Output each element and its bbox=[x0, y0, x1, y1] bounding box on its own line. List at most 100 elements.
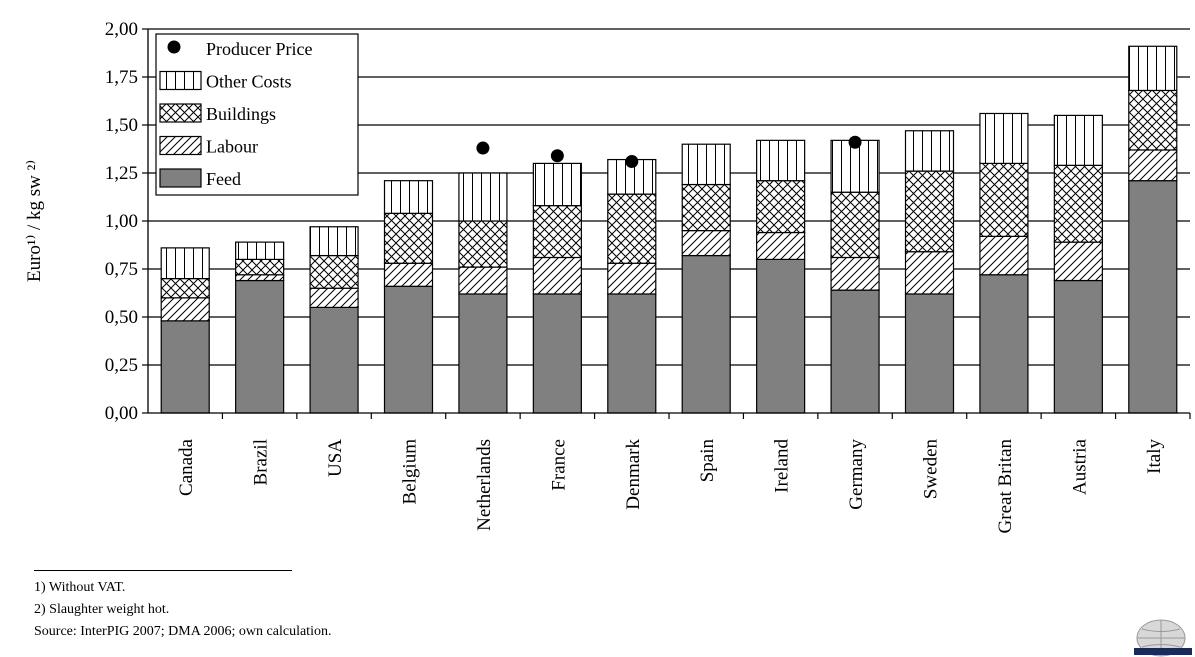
bar-segment-feed bbox=[235, 279, 285, 414]
legend-label-other-costs: Other Costs bbox=[206, 72, 292, 92]
y-tick-label: 1,25 bbox=[105, 163, 138, 184]
legend-label-buildings: Buildings bbox=[206, 104, 276, 124]
bar-segment-buildings bbox=[235, 258, 285, 276]
footnotes: 1) Without VAT. 2) Slaughter weight hot.… bbox=[34, 570, 634, 643]
bar-segment-labour bbox=[979, 235, 1029, 276]
bar-segment-buildings bbox=[458, 220, 508, 268]
producer-price-point bbox=[625, 154, 639, 168]
producer-price-point bbox=[848, 135, 862, 149]
bar-segment-other-costs bbox=[160, 247, 210, 280]
bar-segment-buildings bbox=[383, 212, 434, 264]
y-axis-title: Euro¹⁾ / kg sw ²⁾ bbox=[24, 160, 45, 282]
bar-segment-other-costs bbox=[979, 112, 1029, 165]
x-tick-label: Austria bbox=[1069, 438, 1090, 495]
y-tick-label: 1,75 bbox=[105, 67, 138, 88]
bar-segment-feed bbox=[904, 293, 955, 414]
stacked-bar-chart: 0,00 0,25 0,50 0,75 1,00 1,25 1,50 1,75 2,00 Cana… bbox=[24, 19, 1191, 534]
bar-segment-labour bbox=[235, 274, 285, 282]
bar-segment-buildings bbox=[904, 170, 955, 253]
x-tick-label: Canada bbox=[176, 438, 197, 496]
bar-segment-buildings bbox=[756, 180, 806, 234]
bar-segment-feed bbox=[830, 289, 880, 414]
x-tick-label: Great Britan bbox=[995, 439, 1016, 534]
legend-label-feed: Feed bbox=[206, 169, 241, 189]
bar-segment-feed bbox=[681, 254, 731, 414]
x-tick-label: Brazil bbox=[251, 439, 272, 485]
publisher-logo-icon bbox=[1128, 612, 1194, 657]
y-tick-label: 0,25 bbox=[105, 355, 138, 376]
bar-segment-other-costs bbox=[830, 139, 880, 193]
legend-label-producer-price: Producer Price bbox=[206, 39, 312, 59]
bar-segment-other-costs bbox=[235, 241, 285, 260]
bar-segment-feed bbox=[756, 258, 806, 414]
x-tick-label: Spain bbox=[697, 439, 718, 483]
bar-segment-buildings bbox=[309, 254, 359, 289]
footnote-divider bbox=[34, 570, 292, 571]
bar-segment-other-costs bbox=[383, 180, 434, 214]
legend-swatch-labour bbox=[159, 135, 202, 156]
bar-segment-other-costs bbox=[1053, 114, 1103, 166]
bar-segment-labour bbox=[756, 231, 806, 261]
bar-segment-labour bbox=[458, 266, 508, 295]
bar-segment-buildings bbox=[1128, 89, 1178, 151]
y-tick-label: 0,00 bbox=[105, 403, 138, 424]
legend: Producer Price Other Costs Buildings Labour… bbox=[155, 33, 359, 196]
y-tick-label: 0,75 bbox=[105, 259, 138, 280]
bar-segment-feed bbox=[1128, 180, 1178, 414]
bar-segment-other-costs bbox=[309, 226, 359, 257]
legend-swatch-other-costs bbox=[159, 70, 202, 91]
bar-segment-other-costs bbox=[681, 143, 731, 186]
legend-swatch-producer-price bbox=[167, 40, 181, 54]
x-tick-label: Denmark bbox=[623, 439, 644, 510]
bar-segment-feed bbox=[309, 306, 359, 414]
legend-swatch-feed bbox=[159, 168, 202, 188]
legend-swatch-buildings bbox=[159, 103, 202, 123]
x-tick-label: Sweden bbox=[921, 439, 942, 500]
axes: 0,00 0,25 0,50 0,75 1,00 1,25 1,50 1,75 2,00 Cana… bbox=[24, 19, 1191, 534]
bar-segment-labour bbox=[309, 287, 359, 309]
bar-segment-other-costs bbox=[532, 162, 582, 207]
y-tick-label: 1,50 bbox=[105, 115, 138, 136]
bars bbox=[160, 45, 1178, 414]
bar-segment-feed bbox=[458, 293, 508, 414]
bar-segment-buildings bbox=[681, 183, 731, 232]
bar-segment-labour bbox=[681, 230, 731, 257]
bar-segment-buildings bbox=[830, 191, 880, 259]
bar-segment-buildings bbox=[532, 205, 582, 259]
bar-segment-other-costs bbox=[1128, 45, 1178, 92]
bar-segment-buildings bbox=[607, 193, 657, 264]
bar-segment-labour bbox=[1053, 241, 1103, 282]
footnote-slaughter-weight: 2) Slaughter weight hot. bbox=[34, 602, 170, 617]
x-tick-label: Belgium bbox=[400, 439, 421, 505]
bar-segment-labour bbox=[532, 256, 582, 295]
bar-segment-labour bbox=[904, 251, 955, 295]
bar-segment-labour bbox=[607, 262, 657, 295]
y-tick-label: 0,50 bbox=[105, 307, 138, 328]
bar-segment-other-costs bbox=[458, 172, 508, 222]
bar-segment-other-costs bbox=[756, 139, 806, 182]
y-tick-label: 1,00 bbox=[105, 211, 138, 232]
bar-segment-labour bbox=[830, 256, 880, 291]
footnote-source: Source: InterPIG 2007; DMA 2006; own cal… bbox=[34, 624, 332, 639]
x-tick-label: Ireland bbox=[772, 439, 793, 493]
bar-segment-buildings bbox=[160, 278, 210, 299]
footnote-vat: 1) Without VAT. bbox=[34, 580, 126, 595]
y-tick-label: 2,00 bbox=[105, 19, 138, 40]
bar-segment-buildings bbox=[979, 162, 1029, 237]
x-tick-label: France bbox=[548, 439, 569, 491]
bar-segment-feed bbox=[532, 293, 582, 414]
bar-segment-labour bbox=[160, 297, 210, 322]
bar-segment-feed bbox=[383, 285, 434, 414]
bar-segment-feed bbox=[979, 274, 1029, 414]
producer-price-points bbox=[476, 135, 862, 168]
x-tick-label: USA bbox=[325, 439, 346, 477]
bar-segment-other-costs bbox=[904, 130, 955, 172]
x-tick-label: Netherlands bbox=[474, 439, 495, 531]
producer-price-point bbox=[476, 141, 490, 155]
bar-segment-feed bbox=[1053, 279, 1103, 414]
bar-segment-labour bbox=[383, 262, 434, 287]
bar-segment-feed bbox=[607, 293, 657, 414]
bar-segment-labour bbox=[1128, 149, 1178, 182]
bar-segment-feed bbox=[160, 320, 210, 414]
producer-price-point bbox=[550, 149, 564, 163]
